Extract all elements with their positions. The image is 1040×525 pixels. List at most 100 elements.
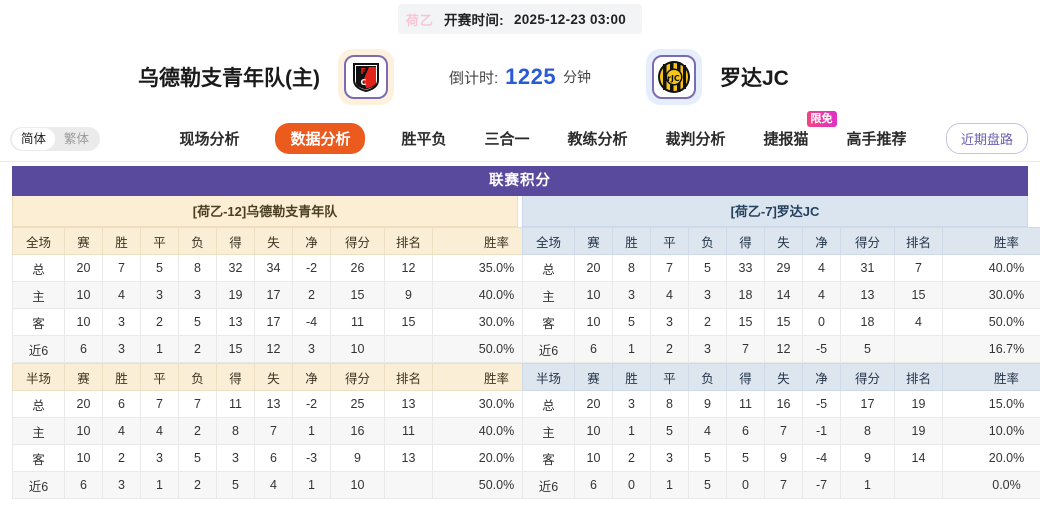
stat-cell: 5 <box>650 417 689 445</box>
table-row: 近6 6 0 1 5 0 7 -7 1 0.0% <box>522 471 1040 499</box>
column-header: 负 <box>178 227 217 255</box>
column-header: 平 <box>650 363 689 391</box>
stat-cell: 5 <box>688 471 727 499</box>
away-standings: [荷乙-7]罗达JC 全场赛胜平负得失净得分 排名 胜率 总 20 8 7 5 33 29 4 31… <box>522 196 1040 499</box>
column-header: 得 <box>216 363 255 391</box>
column-header: 胜 <box>612 363 651 391</box>
stat-cell: 5 <box>688 254 727 282</box>
tab-win-draw-loss[interactable]: 胜平负 <box>401 131 447 148</box>
stat-cell: 4 <box>802 254 841 282</box>
lang-simplified[interactable]: 简体 <box>12 127 56 150</box>
stat-cell: 2 <box>140 308 179 336</box>
row-label: 总 <box>12 254 65 282</box>
away-fulltime-head: 全场赛胜平负得失净得分 排名 胜率 <box>522 227 1040 255</box>
stat-cell: 11 <box>216 390 255 418</box>
stat-cell: 7 <box>650 254 689 282</box>
column-header: 得分 <box>330 363 385 391</box>
stat-cell: 19 <box>894 390 943 418</box>
column-header: 胜率 <box>942 227 1040 255</box>
svg-text:F: F <box>361 67 366 76</box>
stat-cell: 5 <box>178 308 217 336</box>
stat-cell: 2 <box>612 444 651 472</box>
stat-cell: 4 <box>688 417 727 445</box>
table-row: 主 10 4 4 2 8 7 1 16 11 40.0% <box>12 417 561 445</box>
language-toggle[interactable]: 简体 繁体 <box>10 126 101 151</box>
tab-jiebao-cat[interactable]: 捷报猫 限免 <box>762 111 837 154</box>
stat-cell: 5 <box>178 444 217 472</box>
stat-cell: 3 <box>140 444 179 472</box>
stat-cell: 13 <box>254 390 293 418</box>
stat-cell: 10 <box>574 417 613 445</box>
stat-cell: 8 <box>840 417 895 445</box>
stat-cell: 9 <box>688 390 727 418</box>
stat-cell: 10 <box>64 308 103 336</box>
standings-tables: [荷乙-12]乌德勒支青年队 全场赛胜平负得失净得分 排名 胜率 总 20 7 5 8 32 3… <box>12 196 1040 499</box>
column-header: 净 <box>802 227 841 255</box>
stat-cell: 50.0% <box>942 308 1040 336</box>
stat-cell: 14 <box>894 444 943 472</box>
row-label: 近6 <box>12 335 65 363</box>
home-standings-caption: [荷乙-12]乌德勒支青年队 <box>12 196 518 227</box>
stat-cell: 2 <box>178 335 217 363</box>
column-header: 赛 <box>64 227 103 255</box>
stat-cell: -7 <box>802 471 841 499</box>
countdown: 倒计时: 1225 分钟 <box>394 64 646 90</box>
league-chip: 荷乙 <box>405 12 434 28</box>
column-header: 胜率 <box>942 363 1040 391</box>
home-team[interactable]: 乌德勒支青年队(主) F C <box>34 49 394 105</box>
stat-cell: 17 <box>254 281 293 309</box>
stat-cell: 15.0% <box>942 390 1040 418</box>
away-standings-caption: [荷乙-7]罗达JC <box>522 196 1028 227</box>
stat-cell: -2 <box>292 254 331 282</box>
kickoff-label: 开赛时间: <box>443 13 504 28</box>
column-header: 失 <box>254 363 293 391</box>
stat-cell: 1 <box>140 335 179 363</box>
row-label: 近6 <box>522 335 575 363</box>
stat-cell: 8 <box>178 254 217 282</box>
stat-cell: 12 <box>384 254 433 282</box>
limited-free-badge: 限免 <box>806 111 837 127</box>
stat-cell: 1 <box>292 417 331 445</box>
stat-cell: 3 <box>140 281 179 309</box>
stat-cell: 9 <box>384 281 433 309</box>
row-label: 近6 <box>522 471 575 499</box>
recent-odds-button[interactable]: 近期盘路 <box>945 123 1028 154</box>
kickoff-time: 2025-12-23 03:00 <box>513 11 627 27</box>
column-header: 得 <box>726 227 765 255</box>
column-header: 得分 <box>330 227 385 255</box>
stat-cell: 29 <box>764 254 803 282</box>
stat-cell: 8 <box>216 417 255 445</box>
home-halftime-body: 总 20 6 7 7 11 13 -2 25 13 30.0% 主 10 4 4 2 8 7 1 16 11 40.0% 客… <box>12 390 561 499</box>
stat-cell: 11 <box>330 308 385 336</box>
stat-cell: 15 <box>330 281 385 309</box>
stat-cell: 5 <box>726 444 765 472</box>
tab-live-analysis[interactable]: 现场分析 <box>179 131 240 148</box>
row-label: 总 <box>522 254 575 282</box>
stat-cell: 5 <box>216 471 255 499</box>
tab-three-in-one[interactable]: 三合一 <box>484 131 530 148</box>
tab-referee-analysis[interactable]: 裁判分析 <box>665 131 726 148</box>
away-halftime-body: 总 20 3 8 9 11 16 -5 17 19 15.0% 主 10 1 5 4 6 7 -1 8 19 10.0% 客… <box>522 390 1040 499</box>
column-header: 赛 <box>64 363 103 391</box>
away-team[interactable]: rJC 罗达JC <box>646 49 1006 105</box>
tab-data-analysis[interactable]: 数据分析 <box>275 123 366 154</box>
stat-cell: 3 <box>292 335 331 363</box>
stat-cell: 31 <box>840 254 895 282</box>
tab-expert-tips[interactable]: 高手推荐 <box>846 131 907 148</box>
stat-cell: 2 <box>102 444 141 472</box>
stat-cell: 4 <box>102 417 141 445</box>
column-header: 排名 <box>384 227 433 255</box>
stat-cell: 32 <box>216 254 255 282</box>
stat-cell: 20 <box>64 254 103 282</box>
stat-cell: 5 <box>612 308 651 336</box>
table-row: 客 10 2 3 5 5 9 -4 9 14 20.0% <box>522 444 1040 472</box>
stat-cell: 6 <box>64 471 103 499</box>
stat-cell: 3 <box>688 335 727 363</box>
table-row: 总 20 7 5 8 32 34 -2 26 12 35.0% <box>12 254 561 282</box>
stat-cell: 4 <box>894 308 943 336</box>
stat-cell: 4 <box>102 281 141 309</box>
tab-coach-analysis[interactable]: 教练分析 <box>567 131 628 148</box>
lang-traditional[interactable]: 繁体 <box>64 131 90 146</box>
stat-cell: 9 <box>330 444 385 472</box>
stat-cell: 30.0% <box>942 281 1040 309</box>
